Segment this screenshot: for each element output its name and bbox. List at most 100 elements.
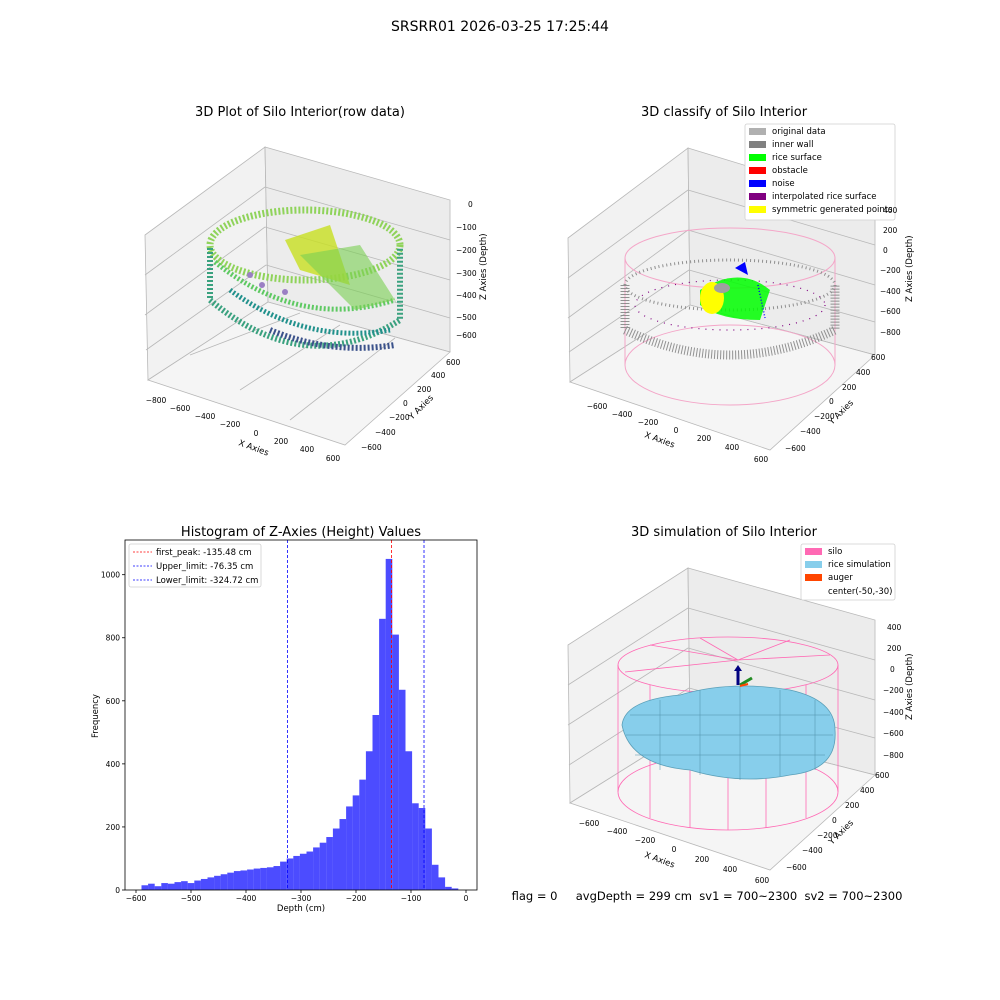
svg-text:interpolated rice surface: interpolated rice surface [772, 192, 877, 202]
svg-text:−400: −400 [883, 708, 904, 717]
svg-text:400: 400 [431, 371, 446, 380]
histogram-bar [227, 872, 234, 890]
histogram-bar [214, 875, 221, 890]
legend-swatch-rice-simulation [805, 561, 822, 568]
raw-panel-title: 3D Plot of Silo Interior(row data) [195, 105, 405, 120]
histogram-bar [425, 828, 432, 890]
histogram-x-axis-label: Depth (cm) [277, 904, 325, 914]
svg-text:−200: −200 [389, 413, 410, 422]
classify-z-axis-label: Z Axies (Depth) [905, 235, 915, 302]
svg-text:rice surface: rice surface [772, 153, 822, 163]
histogram-bar [431, 864, 439, 890]
svg-text:silo: silo [828, 547, 842, 557]
svg-text:−400: −400 [375, 428, 396, 437]
legend-swatch-obstacle [749, 167, 766, 174]
svg-text:−400: −400 [456, 291, 477, 300]
svg-text:200: 200 [697, 434, 712, 443]
histogram-y-tick-label: 0 [115, 886, 120, 895]
histogram-bar [352, 795, 360, 890]
svg-text:−600: −600 [579, 819, 600, 828]
histogram-bar [174, 882, 182, 890]
raw-x-ticks: −800 −600 −400 −200 0 200 400 600 [146, 396, 341, 463]
svg-text:auger: auger [828, 573, 853, 583]
histogram-panel: Histogram of Z-Axies (Height) Values −60… [91, 525, 478, 914]
svg-text:−500: −500 [456, 313, 477, 322]
svg-text:200: 200 [887, 644, 902, 653]
legend-first-peak: first_peak: -135.48 cm [156, 548, 252, 558]
simulation-z-ticks: 400 200 0 −200 −400 −600 −800 [883, 623, 904, 760]
legend-swatch-noise [749, 180, 766, 187]
histogram-bar [167, 883, 175, 890]
classify-panel-title: 3D classify of Silo Interior [641, 105, 808, 120]
svg-text:600: 600 [875, 771, 890, 780]
histogram-bar [266, 867, 274, 890]
simulation-x-ticks: −600 −400 −200 0 200 400 600 [579, 819, 770, 885]
svg-text:−800: −800 [880, 328, 901, 337]
histogram-x-tick-label: −400 [236, 894, 257, 903]
simulation-3d-panel: 3D simulation of Silo Interior [567, 525, 915, 885]
histogram-reference-lines [287, 540, 425, 890]
histogram-bar [233, 871, 241, 890]
raw-silo-point-ring [206, 206, 404, 351]
figure-suptitle: SRSRR01 2026-03-25 17:25:44 [391, 19, 609, 35]
svg-text:−600: −600 [361, 443, 382, 452]
histogram-bars [141, 558, 459, 890]
classify-silo-outline [620, 227, 840, 406]
histogram-bar [187, 883, 195, 890]
svg-text:0: 0 [254, 429, 259, 438]
legend-swatch-interpolated [749, 193, 766, 200]
legend-swatch-auger [805, 574, 822, 581]
svg-text:−200: −200 [456, 246, 477, 255]
svg-text:−100: −100 [456, 223, 477, 232]
simulation-rice-mesh [626, 686, 833, 780]
histogram-bar [326, 837, 333, 890]
svg-text:inner wall: inner wall [772, 140, 813, 150]
histogram-bar [247, 869, 254, 890]
histogram-bar [141, 885, 149, 890]
histogram-x-tick-label: −200 [346, 894, 367, 903]
histogram-bar [273, 866, 281, 890]
histogram-bar [154, 886, 162, 890]
simulation-panel-title: 3D simulation of Silo Interior [631, 525, 818, 540]
legend-upper-limit: Upper_limit: -76.35 cm [156, 562, 253, 572]
svg-text:symmetric generated points: symmetric generated points [772, 205, 893, 215]
histogram-y-tick-label: 400 [106, 760, 121, 769]
legend-swatch-rice-surface [749, 154, 766, 161]
svg-text:−600: −600 [785, 444, 806, 453]
svg-text:−400: −400 [880, 287, 901, 296]
legend-lower-limit: Lower_limit: -324.72 cm [156, 576, 258, 586]
histogram-bar [306, 851, 314, 890]
svg-text:−600: −600 [880, 307, 901, 316]
svg-text:600: 600 [326, 454, 341, 463]
histogram-bar [319, 842, 327, 890]
legend-swatch-original-data [749, 128, 766, 135]
histogram-bar [398, 689, 406, 890]
svg-text:−200: −200 [635, 836, 656, 845]
svg-text:200: 200 [417, 385, 432, 394]
svg-text:−400: −400 [607, 827, 628, 836]
legend-swatch-inner-wall [749, 141, 766, 148]
svg-text:original data: original data [772, 127, 826, 137]
histogram-bar [194, 880, 201, 890]
histogram-x-tick-label: −500 [181, 894, 202, 903]
histogram-legend: first_peak: -135.48 cm Upper_limit: -76.… [128, 543, 262, 588]
histogram-y-tick-label: 1000 [101, 571, 120, 580]
histogram-bar [379, 618, 386, 890]
classify-x-axis-label: X Axies [643, 430, 676, 450]
svg-text:−300: −300 [456, 269, 477, 278]
svg-text:−200: −200 [817, 831, 838, 840]
histogram-bar [412, 803, 419, 890]
raw-y-axis-label: Y Axies [406, 393, 436, 423]
svg-text:−600: −600 [587, 402, 608, 411]
raw-x-axis-label: X Axies [237, 438, 270, 458]
svg-text:rice simulation: rice simulation [828, 560, 891, 570]
svg-text:−600: −600 [786, 863, 807, 872]
svg-text:200: 200 [883, 226, 898, 235]
histogram-y-tick-label: 600 [106, 697, 121, 706]
svg-text:−200: −200 [638, 418, 659, 427]
histogram-bar [451, 888, 459, 890]
svg-text:200: 200 [842, 383, 857, 392]
svg-text:200: 200 [274, 437, 289, 446]
svg-text:0: 0 [674, 426, 679, 435]
histogram-bar [293, 855, 300, 890]
